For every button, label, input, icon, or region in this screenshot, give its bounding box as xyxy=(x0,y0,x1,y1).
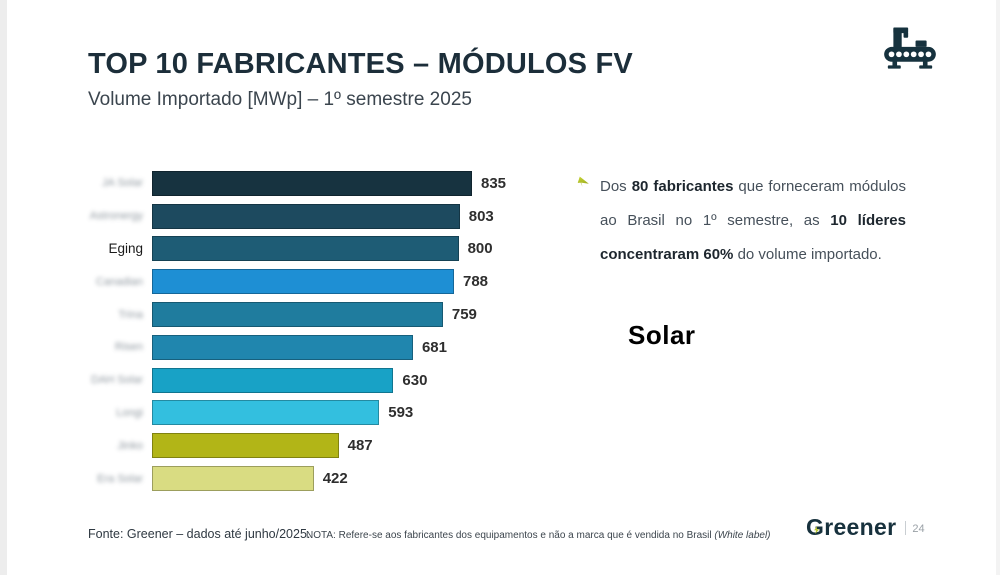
brand-name: Greener xyxy=(806,514,897,540)
bar xyxy=(152,367,394,393)
bar-value: 593 xyxy=(388,404,414,422)
slide-right-edge xyxy=(996,0,1000,575)
bar-label: Astronergy xyxy=(89,210,143,223)
chart-row: Longi 593 xyxy=(88,397,558,430)
bar-track: 593 xyxy=(152,400,558,426)
bar-value: 835 xyxy=(481,174,507,192)
bar-value: 422 xyxy=(322,470,348,488)
bar-value: 803 xyxy=(468,207,494,225)
watermark-text: Solar xyxy=(628,320,696,350)
annotation-bold-segment: 10 líderes concentraram 60% xyxy=(600,212,906,263)
bar-label: Eging xyxy=(108,241,143,257)
chart-row: Trina 759 xyxy=(88,298,558,331)
bar xyxy=(152,334,413,360)
bar-label: Era Solar xyxy=(97,472,143,485)
chart-row: Eging 800 xyxy=(88,233,558,266)
bar-label: DAH Solar xyxy=(91,374,143,387)
annotation-text: Dos 80 fabricantes que forneceram módulo… xyxy=(600,170,906,272)
bar xyxy=(152,466,314,492)
bar-value: 788 xyxy=(462,273,489,291)
annotation-segment: que forneceram módulos ao Brasil no 1º s… xyxy=(600,178,906,229)
chart-row: JA Solar 835 xyxy=(88,167,558,200)
page-number: 24 xyxy=(912,522,925,535)
chart-row: Risen 681 xyxy=(88,331,558,364)
bar xyxy=(152,203,460,229)
bar-track: 803 xyxy=(152,203,558,229)
bar-track: 759 xyxy=(152,302,558,328)
slide-left-edge xyxy=(0,0,7,575)
bar-value: 759 xyxy=(451,306,477,324)
bar-track: 800 xyxy=(152,236,558,262)
footer-note: NOTA: Refere-se aos fabricantes dos equi… xyxy=(306,530,771,541)
factory-conveyor-icon xyxy=(884,27,936,69)
bar-track: 422 xyxy=(152,466,558,492)
chart-row: Era Solar 422 xyxy=(88,462,558,495)
bar xyxy=(152,236,459,262)
chart-row: Astronergy 803 xyxy=(88,200,558,233)
footer-note-text: NOTA: Refere-se aos fabricantes dos equi… xyxy=(306,530,715,541)
bar-track: 788 xyxy=(152,269,558,295)
page-subtitle: Volume Importado [MWp] – 1º semestre 202… xyxy=(88,89,472,110)
arrow-cursor-icon xyxy=(577,177,590,189)
bar-track: 630 xyxy=(152,367,558,393)
brand-logo: Greener 24 xyxy=(806,514,925,541)
bar-label: Trina xyxy=(118,308,143,321)
bar-label: Jinko xyxy=(117,439,143,452)
bar-label: Canadian xyxy=(95,275,143,288)
annotation-bold-segment: 80 fabricantes xyxy=(631,178,734,195)
bar-value: 630 xyxy=(402,371,428,389)
brand-divider xyxy=(905,520,907,535)
bar xyxy=(152,269,454,295)
footer-source: Fonte: Greener – dados até junho/2025. xyxy=(88,527,311,541)
bar xyxy=(152,400,380,426)
annotation-segment: do volume importado. xyxy=(733,246,882,263)
chart-row: Jinko 487 xyxy=(88,429,558,462)
bar-label: Risen xyxy=(114,341,143,354)
bar-value: 800 xyxy=(467,240,493,258)
page-title: TOP 10 FABRICANTES – MÓDULOS FV xyxy=(88,48,633,80)
bar xyxy=(152,302,443,328)
footer-note-italic: (White label) xyxy=(714,530,771,541)
bar-value: 681 xyxy=(421,338,447,356)
chart-row: Canadian 788 xyxy=(88,265,558,298)
bar-track: 835 xyxy=(152,170,558,196)
bar xyxy=(152,433,339,459)
chart-row: DAH Solar 630 xyxy=(88,364,558,397)
bar-chart: JA Solar 835 Astronergy 803 Eging 800 Canadian… xyxy=(88,167,558,495)
bar-value: 487 xyxy=(347,437,373,455)
bar-label: Longi xyxy=(116,406,143,419)
lightning-bolt-icon xyxy=(814,526,820,534)
bar-label: JA Solar xyxy=(102,177,143,190)
bar-track: 487 xyxy=(152,433,558,459)
bar xyxy=(152,170,472,196)
annotation-segment: Dos xyxy=(600,178,632,195)
bar-track: 681 xyxy=(152,334,558,360)
